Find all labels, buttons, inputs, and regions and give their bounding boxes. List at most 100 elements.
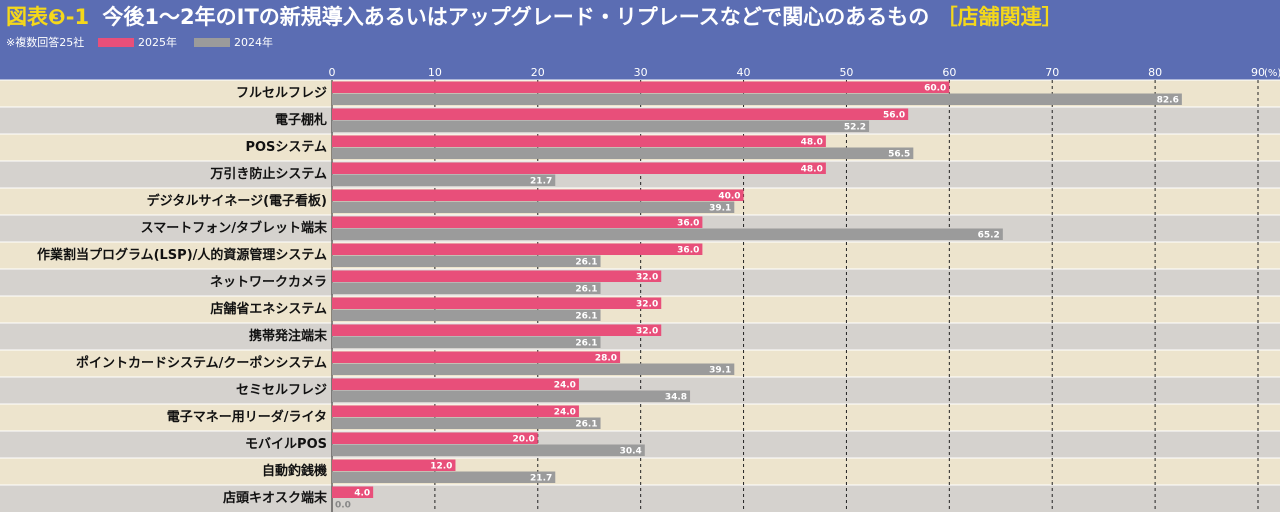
value-label: 26.1	[575, 419, 597, 429]
bar	[332, 336, 601, 348]
bar	[332, 444, 645, 456]
chart-title: 図表❸-1 今後1～2年のITの新規導入あるいはアップグレード・リプレースなどで…	[6, 5, 1063, 29]
value-label: 82.6	[1157, 95, 1179, 105]
bar	[332, 81, 950, 93]
value-label: 26.1	[575, 311, 597, 321]
value-label: 24.0	[554, 380, 576, 390]
x-tick-label: 40	[737, 66, 751, 79]
legend-label: 2024年	[234, 35, 273, 49]
value-label: 32.0	[636, 299, 658, 309]
category-label: ポイントカードシステム/クーポンシステム	[76, 355, 327, 371]
category-label: セミセルフレジ	[236, 383, 327, 398]
x-tick-label: 80	[1148, 66, 1162, 79]
value-label: 21.7	[530, 176, 552, 186]
x-tick-label: 30	[634, 66, 648, 79]
value-label: 32.0	[636, 272, 658, 282]
bar	[332, 486, 374, 498]
bar	[332, 459, 456, 471]
bar	[332, 351, 621, 363]
value-label: 28.0	[595, 353, 617, 363]
category-label: 自動釣銭機	[262, 463, 327, 479]
bar	[332, 93, 1182, 105]
category-label: 電子マネー用リーダ/ライタ	[167, 409, 327, 425]
bar	[332, 135, 826, 147]
value-label: 36.0	[677, 218, 699, 228]
bar	[332, 417, 601, 429]
category-label: モバイルPOS	[245, 437, 327, 452]
value-label: 32.0	[636, 326, 658, 336]
value-label: 21.7	[530, 473, 552, 483]
value-label: 56.0	[883, 110, 905, 120]
value-label: 12.0	[430, 461, 452, 471]
title-tag: ［店舗関連］	[937, 5, 1063, 29]
value-label: 26.1	[575, 257, 597, 267]
category-label: 店頭キオスク端末	[223, 490, 328, 506]
x-tick-label: 10	[428, 66, 442, 79]
legend-swatch	[194, 38, 230, 47]
category-label: POSシステム	[245, 140, 327, 155]
value-label: 34.8	[665, 392, 687, 402]
bar	[332, 390, 691, 402]
value-label: 20.0	[513, 434, 535, 444]
bar	[332, 471, 556, 483]
value-label: 60.0	[924, 83, 946, 93]
bar	[332, 309, 601, 321]
x-tick-label: 90	[1251, 66, 1265, 79]
value-label: 65.2	[978, 230, 1000, 240]
bar	[332, 174, 556, 186]
bar	[332, 282, 601, 294]
value-label: 39.1	[709, 365, 731, 375]
category-label: 作業割当プログラム(LSP)/人的資源管理システム	[37, 247, 327, 263]
row-background	[0, 485, 1280, 512]
x-tick-label: 60	[942, 66, 956, 79]
bar	[332, 378, 579, 390]
value-label: 48.0	[801, 137, 823, 147]
category-label: フルセルフレジ	[236, 86, 327, 101]
bar	[332, 363, 735, 375]
category-label: ネットワークカメラ	[210, 275, 327, 290]
bar	[332, 162, 826, 174]
category-label: スマートフォン/タブレット端末	[141, 220, 328, 236]
x-tick-label: 50	[839, 66, 853, 79]
row-background	[0, 458, 1280, 485]
value-label: 36.0	[677, 245, 699, 255]
bar	[332, 228, 1003, 240]
value-label: 4.0	[354, 488, 370, 498]
bar	[332, 324, 662, 336]
bar	[332, 405, 579, 417]
bar	[332, 147, 914, 159]
row-background	[0, 404, 1280, 431]
value-label: 0.0	[335, 500, 351, 510]
bar	[332, 201, 735, 213]
value-label: 26.1	[575, 338, 597, 348]
bar	[332, 243, 703, 255]
bar	[332, 297, 662, 309]
value-label: 40.0	[718, 191, 740, 201]
value-label: 48.0	[801, 164, 823, 174]
x-axis-unit: (%)	[1264, 68, 1280, 79]
bar	[332, 108, 909, 120]
category-label: 店舗省エネシステム	[210, 301, 327, 317]
value-label: 30.4	[620, 446, 642, 456]
bar	[332, 189, 744, 201]
bar	[332, 120, 870, 132]
value-label: 56.5	[888, 149, 910, 159]
bar	[332, 216, 703, 228]
legend-swatch	[98, 38, 134, 47]
category-label: デジタルサイネージ(電子看板)	[147, 193, 327, 209]
x-tick-label: 20	[531, 66, 545, 79]
x-tick-label: 70	[1045, 66, 1059, 79]
bar	[332, 432, 538, 444]
category-label: 携帯発注端末	[249, 328, 328, 344]
x-tick-label: 0	[329, 66, 336, 79]
figure-label: 図表❸-1	[6, 5, 89, 29]
bar	[332, 270, 662, 282]
category-label: 電子棚札	[275, 112, 327, 128]
category-label: 万引き防止システム	[209, 166, 327, 182]
value-label: 26.1	[575, 284, 597, 294]
bar	[332, 255, 601, 267]
value-label: 39.1	[709, 203, 731, 213]
note: ※複数回答25社	[6, 35, 84, 49]
title-text: 今後1～2年のITの新規導入あるいはアップグレード・リプレースなどで関心のあるも…	[102, 5, 929, 29]
